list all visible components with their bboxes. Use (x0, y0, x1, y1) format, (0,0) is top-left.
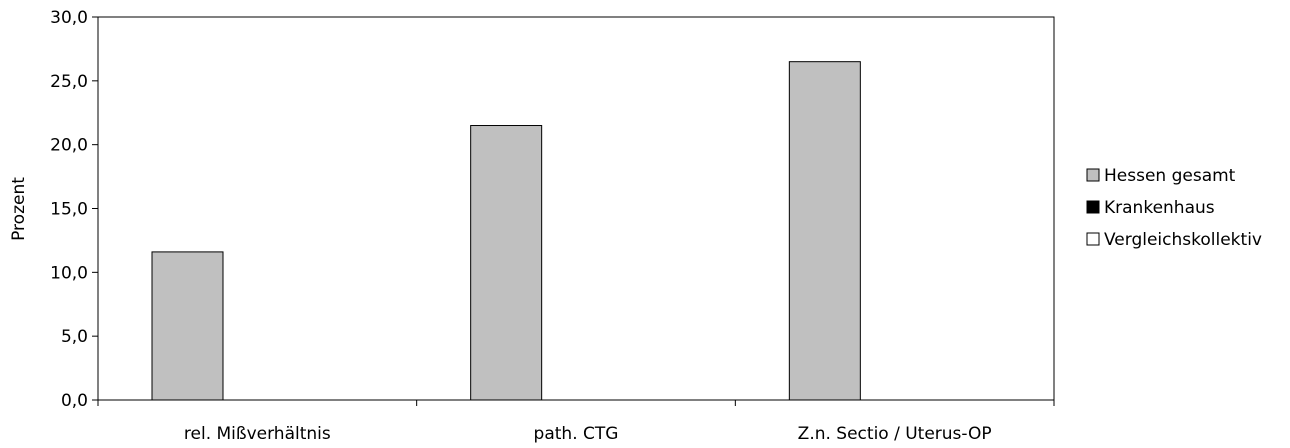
legend-label: Krankenhaus (1104, 198, 1215, 218)
y-tick-label: 20,0 (50, 136, 88, 156)
y-tick-label: 10,0 (50, 263, 88, 283)
legend-label: Vergleichskollektiv (1104, 230, 1262, 250)
plot-area (97, 16, 1055, 401)
y-tick-label: 25,0 (50, 72, 88, 92)
y-tick-label: 0,0 (61, 391, 88, 411)
x-tick-label: path. CTG (534, 424, 619, 444)
x-tick-label: Z.n. Sectio / Uterus-OP (798, 424, 992, 444)
y-tick-label: 30,0 (50, 8, 88, 28)
legend-swatch (1086, 232, 1100, 246)
y-tick-label: 15,0 (50, 200, 88, 220)
legend-swatch (1086, 168, 1100, 182)
y-axis: 0,0 5,0 10,0 15,0 20,0 25,0 30,0 (50, 8, 98, 411)
legend-label: Hessen gesamt (1104, 166, 1236, 186)
legend: Hessen gesamt Krankenhaus Vergleichskollek… (1086, 166, 1262, 250)
bars (151, 61, 861, 401)
y-tick-label: 5,0 (61, 327, 88, 347)
y-axis-label: Prozent (9, 177, 29, 241)
bar (151, 251, 224, 401)
x-tick-label: rel. Mißverhältnis (184, 424, 331, 444)
legend-swatch (1086, 200, 1100, 214)
x-axis: rel. Mißverhältnis path. CTG Z.n. Sectio /… (97, 400, 1055, 444)
bar (470, 125, 543, 401)
bar (788, 61, 861, 401)
